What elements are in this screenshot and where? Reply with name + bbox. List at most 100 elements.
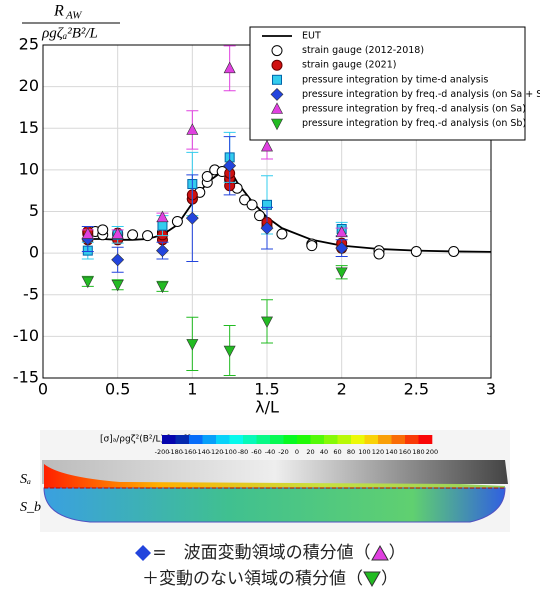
marker bbox=[172, 216, 182, 226]
colorbar-cell bbox=[311, 435, 325, 444]
colorbar-tick-label: 0 bbox=[295, 448, 299, 456]
y-tick-label: -10 bbox=[13, 326, 39, 345]
contour-figure: Sₐ S_b [σ]ₐ/ρgζ²(B²/L) [m⁻³] -200-180-16… bbox=[0, 422, 540, 542]
marker bbox=[128, 230, 138, 240]
legend-label: EUT bbox=[302, 31, 321, 42]
colorbar-tick-label: -40 bbox=[265, 448, 276, 456]
y-label-symbol: R bbox=[53, 3, 64, 20]
legend-label: pressure integration by freq.-d analysis… bbox=[302, 104, 526, 115]
x-tick-label: 2.5 bbox=[404, 380, 429, 399]
y-tick-label: 15 bbox=[19, 118, 39, 137]
colorbar-cell bbox=[243, 435, 257, 444]
y-tick-label: -5 bbox=[23, 284, 39, 303]
x-tick-label: 0 bbox=[38, 380, 48, 399]
sa-label: Sₐ bbox=[20, 472, 31, 487]
marker bbox=[187, 339, 198, 350]
legend-marker bbox=[273, 75, 282, 84]
marker bbox=[277, 229, 287, 239]
legend-label: pressure integration by freq.-d analysis… bbox=[302, 118, 526, 129]
colorbar-tick-label: 160 bbox=[399, 448, 411, 456]
page: R AW ρgζₐ²B²/L -15-10-5051015202500.511.… bbox=[0, 0, 540, 597]
y-label-denominator: ρgζₐ²B²/L bbox=[41, 25, 98, 41]
y-tick-label: 5 bbox=[29, 201, 39, 220]
marker bbox=[157, 282, 168, 293]
triangle-up-icon bbox=[371, 544, 389, 562]
colorbar-cell bbox=[284, 435, 298, 444]
diamond-icon bbox=[134, 544, 152, 562]
marker bbox=[158, 221, 167, 230]
colorbar-tick-label: 180 bbox=[412, 448, 424, 456]
x-tick-label: 1.5 bbox=[254, 380, 279, 399]
marker bbox=[374, 249, 384, 259]
marker bbox=[224, 346, 235, 357]
marker bbox=[262, 317, 273, 328]
marker bbox=[82, 277, 93, 288]
marker bbox=[143, 231, 153, 241]
legend-label: pressure integration by freq.-d analysis… bbox=[302, 89, 540, 100]
note-line1: = 波面変動領域の積分値（ ） bbox=[0, 540, 540, 566]
colorbar-tick-label: -20 bbox=[278, 448, 289, 456]
marker bbox=[156, 245, 168, 257]
colorbar-cell bbox=[297, 435, 311, 444]
y-tick-label: -15 bbox=[13, 368, 39, 387]
x-tick-label: 0.5 bbox=[105, 380, 130, 399]
x-axis-label: λ/L bbox=[255, 398, 279, 417]
colorbar-tick-label: 100 bbox=[358, 448, 370, 456]
legend-marker bbox=[272, 60, 282, 70]
colorbar-cell bbox=[392, 435, 406, 444]
legend-label: strain gauge (2021) bbox=[302, 60, 396, 71]
colorbar-cell bbox=[162, 435, 176, 444]
sb-label: S_b bbox=[20, 500, 41, 515]
colorbar-tick-label: -60 bbox=[251, 448, 262, 456]
triangle-down-icon bbox=[363, 570, 381, 588]
colorbar-cell bbox=[216, 435, 230, 444]
colorbar-cell bbox=[270, 435, 284, 444]
legend-label: strain gauge (2012-2018) bbox=[302, 45, 424, 56]
marker bbox=[336, 268, 347, 279]
colorbar-cell bbox=[378, 435, 392, 444]
colorbar-cell bbox=[176, 435, 190, 444]
colorbar-cell bbox=[230, 435, 244, 444]
colorbar-cell bbox=[203, 435, 217, 444]
marker bbox=[186, 212, 198, 224]
y-tick-label: 20 bbox=[19, 76, 39, 95]
note-text: ） bbox=[381, 566, 398, 592]
marker bbox=[187, 124, 198, 134]
legend-label: pressure integration by time-d analysis bbox=[302, 74, 488, 85]
x-tick-label: 2 bbox=[337, 380, 347, 399]
colorbar-cell bbox=[257, 435, 271, 444]
note-text: ＋変動のない領域の積分値（ bbox=[142, 566, 363, 592]
colorbar-tick-label: 200 bbox=[426, 448, 438, 456]
marker bbox=[112, 254, 124, 266]
marker bbox=[262, 141, 273, 152]
legend-marker bbox=[272, 46, 282, 56]
colorbar-cell bbox=[189, 435, 203, 444]
note-text: ） bbox=[389, 540, 406, 566]
note: = 波面変動領域の積分値（ ） ＋変動のない領域の積分値（ ） bbox=[0, 540, 540, 592]
colorbar-cell bbox=[351, 435, 365, 444]
marker bbox=[411, 246, 421, 256]
colorbar-cell bbox=[324, 435, 338, 444]
y-label-subscript: AW bbox=[65, 10, 82, 22]
colorbar-tick-label: 120 bbox=[372, 448, 384, 456]
note-line2: ＋変動のない領域の積分値（ ） bbox=[0, 566, 540, 592]
marker bbox=[307, 241, 317, 251]
colorbar-cell bbox=[405, 435, 419, 444]
marker bbox=[247, 200, 257, 210]
marker bbox=[449, 246, 459, 256]
hull-upper bbox=[42, 460, 508, 484]
colorbar-tick-label: 140 bbox=[385, 448, 397, 456]
y-tick-label: 0 bbox=[29, 243, 39, 262]
y-tick-label: 10 bbox=[19, 159, 39, 178]
colorbar-cell bbox=[365, 435, 379, 444]
colorbar-tick-label: 20 bbox=[306, 448, 314, 456]
marker bbox=[112, 280, 123, 291]
colorbar-tick-label: 80 bbox=[347, 448, 355, 456]
colorbar-tick-label: 40 bbox=[320, 448, 328, 456]
marker bbox=[224, 62, 235, 72]
marker bbox=[98, 225, 108, 235]
colorbar-cell bbox=[338, 435, 352, 444]
hull-sb bbox=[44, 488, 505, 522]
note-text: = 波面変動領域の積分値（ bbox=[152, 540, 370, 566]
